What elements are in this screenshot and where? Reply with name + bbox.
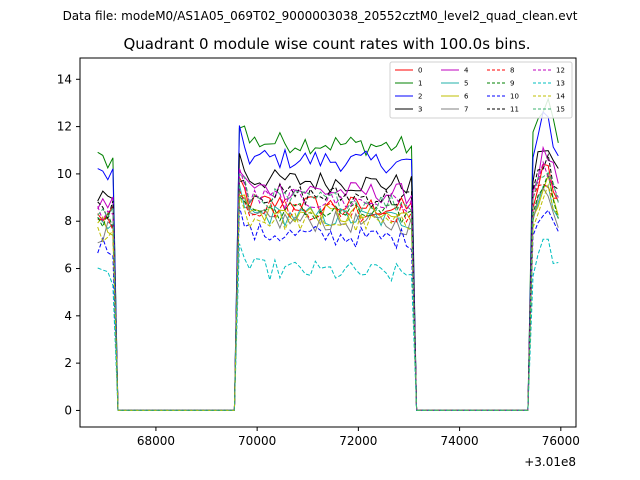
legend-label-0: 0 xyxy=(418,67,422,75)
x-tick-label: 74000 xyxy=(440,434,478,448)
plot-frame xyxy=(79,57,577,428)
legend-label-8: 8 xyxy=(510,67,514,75)
chart-title: Quadrant 0 module wise count rates with … xyxy=(123,35,530,53)
y-tick-label: 10 xyxy=(57,167,72,181)
series-line-15 xyxy=(97,172,559,411)
y-tick-label: 4 xyxy=(64,309,72,323)
plot-area xyxy=(80,58,576,427)
x-tick-label: 72000 xyxy=(339,434,377,448)
y-tick-label: 0 xyxy=(64,403,72,417)
legend-label-13: 13 xyxy=(556,80,565,88)
y-axis: 0 2 4 6 8 10 12 14 xyxy=(57,72,80,417)
y-tick-label: 12 xyxy=(57,120,72,134)
legend-label-11: 11 xyxy=(510,106,519,114)
legend-box xyxy=(389,61,573,119)
legend-label-12: 12 xyxy=(556,67,565,75)
legend-label-1: 1 xyxy=(418,80,422,88)
legend-label-5: 5 xyxy=(464,80,468,88)
y-tick-label: 14 xyxy=(57,72,72,86)
legend-label-14: 14 xyxy=(556,93,565,101)
y-tick-label: 2 xyxy=(64,356,72,370)
y-tick-label: 8 xyxy=(64,214,72,228)
legend-label-2: 2 xyxy=(418,93,422,101)
legend-label-7: 7 xyxy=(464,106,468,114)
x-tick-label: 70000 xyxy=(238,434,276,448)
series-layer xyxy=(97,97,559,411)
legend-label-9: 9 xyxy=(510,80,514,88)
legend-label-4: 4 xyxy=(464,67,469,75)
legend-label-15: 15 xyxy=(556,106,565,114)
y-tick-label: 6 xyxy=(64,262,72,276)
chart-suptitle: Data file: modeM0/AS1A05_069T02_90000030… xyxy=(63,9,578,23)
x-tick-label: 68000 xyxy=(137,434,175,448)
x-tick-label: 76000 xyxy=(542,434,580,448)
legend-label-6: 6 xyxy=(464,93,469,101)
x-offset-label: +3.01e8 xyxy=(524,455,576,469)
legend-label-3: 3 xyxy=(418,106,422,114)
legend-label-10: 10 xyxy=(510,93,519,101)
x-axis: 68000 70000 72000 74000 76000 xyxy=(137,427,580,448)
